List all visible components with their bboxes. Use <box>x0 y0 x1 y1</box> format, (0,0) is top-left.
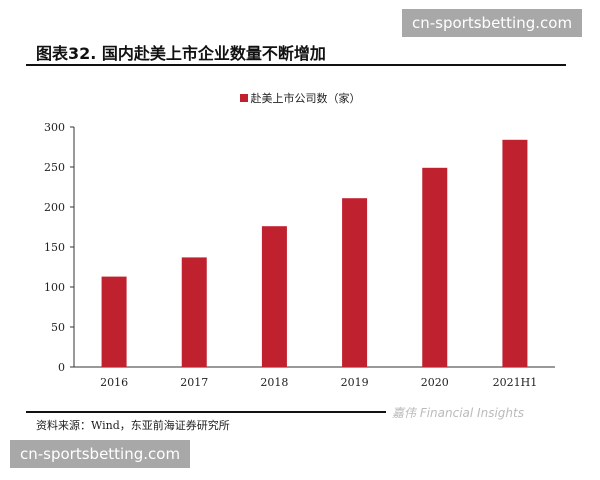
bar-2018 <box>261 226 287 367</box>
x-tick-label: 2020 <box>421 376 449 389</box>
bar-2017 <box>181 257 207 367</box>
chart-title: 图表32. 国内赴美上市企业数量不断增加 <box>36 44 326 63</box>
x-tick-label: 2018 <box>260 376 288 389</box>
title-rule <box>26 64 566 66</box>
watermark-bottom: cn-sportsbetting.com <box>10 440 191 468</box>
wechat-watermark: 嘉伟 Financial Insights <box>392 406 524 420</box>
bar-2016 <box>101 276 127 367</box>
x-tick-label: 2019 <box>341 376 369 389</box>
bar-2021H1 <box>502 139 528 367</box>
y-tick-label: 300 <box>44 121 65 134</box>
y-tick-label: 250 <box>44 161 65 174</box>
y-tick-label: 50 <box>51 321 65 334</box>
bar-2019 <box>342 198 368 367</box>
footer-rule <box>26 411 386 413</box>
y-tick-label: 100 <box>44 281 65 294</box>
source-note: 资料来源：Wind，东亚前海证券研究所 <box>36 419 230 432</box>
legend: 赴美上市公司数（家） <box>0 90 600 106</box>
bar-2020 <box>422 167 448 367</box>
legend-swatch <box>239 94 248 102</box>
x-tick-label: 2016 <box>100 376 128 389</box>
watermark-top: cn-sportsbetting.com <box>402 9 583 37</box>
legend-label: 赴美上市公司数（家） <box>250 92 361 105</box>
x-tick-label: 2017 <box>180 376 208 389</box>
x-tick-label: 2021H1 <box>493 376 538 389</box>
y-tick-label: 200 <box>44 201 65 214</box>
y-tick-label: 150 <box>44 241 65 254</box>
y-tick-label: 0 <box>58 361 65 374</box>
